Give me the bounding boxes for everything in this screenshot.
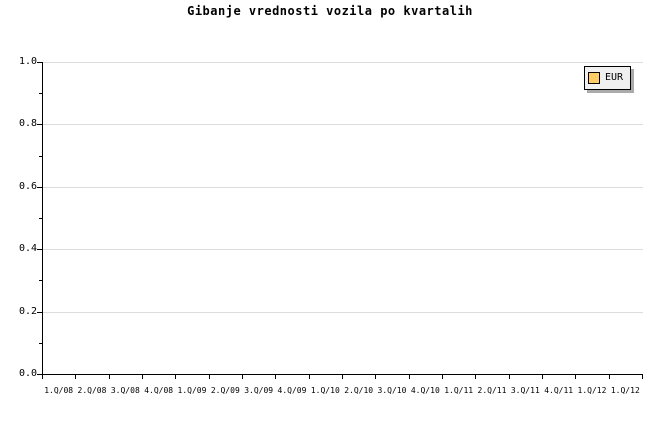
y-axis-label-0.2: 0.2 <box>18 306 37 317</box>
x-axis-label-16: 1.Q/12 <box>577 386 607 395</box>
x-axis-tick <box>308 375 310 379</box>
x-axis-tick <box>242 375 243 379</box>
gridline-y-0.6 <box>43 187 643 188</box>
x-axis-tick <box>108 375 110 379</box>
x-axis-label-9: 2.Q/10 <box>344 386 374 395</box>
x-axis-label-15: 4.Q/11 <box>544 386 574 395</box>
y-axis-label-0.4: 0.4 <box>18 243 37 254</box>
x-axis-label-13: 2.Q/11 <box>477 386 507 395</box>
y-major-tick-0.4 <box>37 249 42 250</box>
y-axis-label-0.8: 0.8 <box>18 118 37 129</box>
x-axis-label-3: 4.Q/08 <box>144 386 174 395</box>
x-axis-tick <box>208 375 210 379</box>
x-axis-label-12: 1.Q/11 <box>444 386 474 395</box>
x-axis-tick <box>275 375 277 379</box>
gridline-y-0.8 <box>43 124 643 125</box>
x-axis-label-2: 3.Q/08 <box>110 386 140 395</box>
x-axis-label-8: 1.Q/10 <box>310 386 340 395</box>
x-axis-label-5: 2.Q/09 <box>210 386 240 395</box>
x-axis-label-14: 3.Q/11 <box>510 386 540 395</box>
x-axis-tick <box>408 375 410 379</box>
y-minor-tick <box>39 280 42 281</box>
x-axis-label-4: 1.Q/09 <box>177 386 207 395</box>
x-axis-label-11: 4.Q/10 <box>410 386 440 395</box>
legend-label-eur: EUR <box>605 72 624 83</box>
chart-title: Gibanje vrednosti vozila po kvartalih <box>187 4 473 18</box>
y-minor-tick <box>39 218 42 219</box>
y-axis-label-0.0: 0.0 <box>18 368 37 379</box>
y-major-tick-0.0 <box>37 374 42 375</box>
y-axis-label-0.6: 0.6 <box>18 181 37 192</box>
y-major-tick-0.6 <box>37 187 42 188</box>
x-axis-tick <box>642 375 643 379</box>
gridline-y-0.4 <box>43 249 643 250</box>
y-axis-line <box>42 62 43 375</box>
x-axis-tick <box>475 375 477 379</box>
x-axis-tick <box>142 375 143 379</box>
x-axis-label-1: 2.Q/08 <box>77 386 107 395</box>
x-axis-tick <box>508 375 510 379</box>
legend-swatch-eur <box>588 72 600 84</box>
x-axis-tick <box>175 375 177 379</box>
x-axis-tick <box>375 375 377 379</box>
x-axis-tick <box>75 375 77 379</box>
legend: EUR <box>584 66 631 90</box>
x-axis-tick <box>42 375 43 379</box>
gridline-y-0.2 <box>43 312 643 313</box>
y-axis-label-1.0: 1.0 <box>18 56 37 67</box>
x-axis-tick <box>608 375 610 379</box>
x-axis-tick <box>575 375 577 379</box>
x-axis-tick <box>342 375 343 379</box>
x-axis-label-7: 4.Q/09 <box>277 386 307 395</box>
y-major-tick-1.0 <box>37 62 42 63</box>
x-axis-line <box>42 374 643 375</box>
y-minor-tick <box>39 156 42 157</box>
y-major-tick-0.8 <box>37 124 42 125</box>
x-axis-tick <box>442 375 443 379</box>
y-minor-tick <box>39 343 42 344</box>
y-minor-tick <box>39 93 42 94</box>
x-axis-label-0: 1.Q/08 <box>44 386 74 395</box>
x-axis-label-6: 3.Q/09 <box>244 386 274 395</box>
x-axis-label-10: 3.Q/10 <box>377 386 407 395</box>
x-axis-label-17: 1.Q/12 <box>610 386 640 395</box>
x-axis-tick <box>542 375 543 379</box>
y-major-tick-0.2 <box>37 312 42 313</box>
gridline-y-1.0 <box>43 62 643 63</box>
